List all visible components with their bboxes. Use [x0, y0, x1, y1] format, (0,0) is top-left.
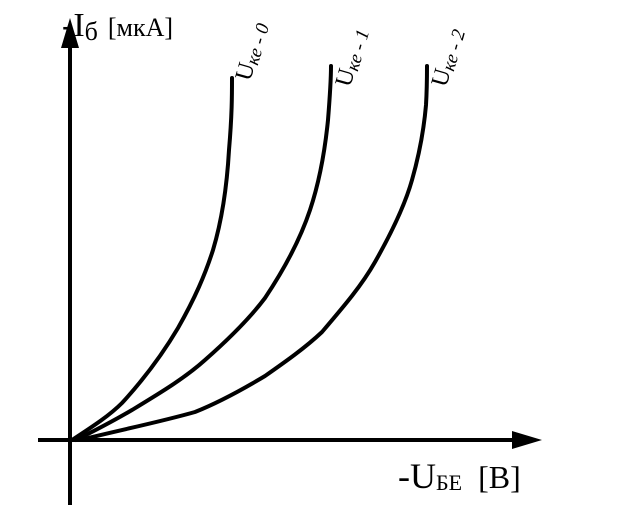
y-subscript: б: [85, 17, 98, 46]
y-axis-arrow: [61, 18, 79, 48]
curve-label: Uке - 1: [331, 25, 374, 90]
y-unit: [мкА]: [108, 13, 173, 42]
curve-symbol: U: [427, 66, 457, 90]
curve-symbol: U: [331, 66, 361, 90]
x-axis-arrow: [512, 431, 542, 449]
y-axis-label: -Iб [мкА]: [62, 7, 173, 46]
x-symbol: -U: [398, 456, 436, 496]
curve: [78, 64, 429, 442]
y-symbol: -I: [62, 7, 85, 44]
curve: [70, 76, 234, 442]
curve-symbol: U: [231, 60, 261, 84]
curve: [74, 64, 333, 442]
curve-subscript: ке - 1: [342, 27, 374, 73]
x-unit: [В]: [478, 459, 521, 495]
curve-subscript: ке - 0: [242, 21, 274, 68]
curve-label: Uке - 0: [231, 19, 274, 84]
x-subscript: БЕ: [436, 470, 462, 495]
x-axis-label: -UБЕ [В]: [398, 456, 521, 496]
curve-subscript: ке - 2: [438, 27, 470, 74]
curve-label: Uке - 2: [427, 25, 470, 90]
